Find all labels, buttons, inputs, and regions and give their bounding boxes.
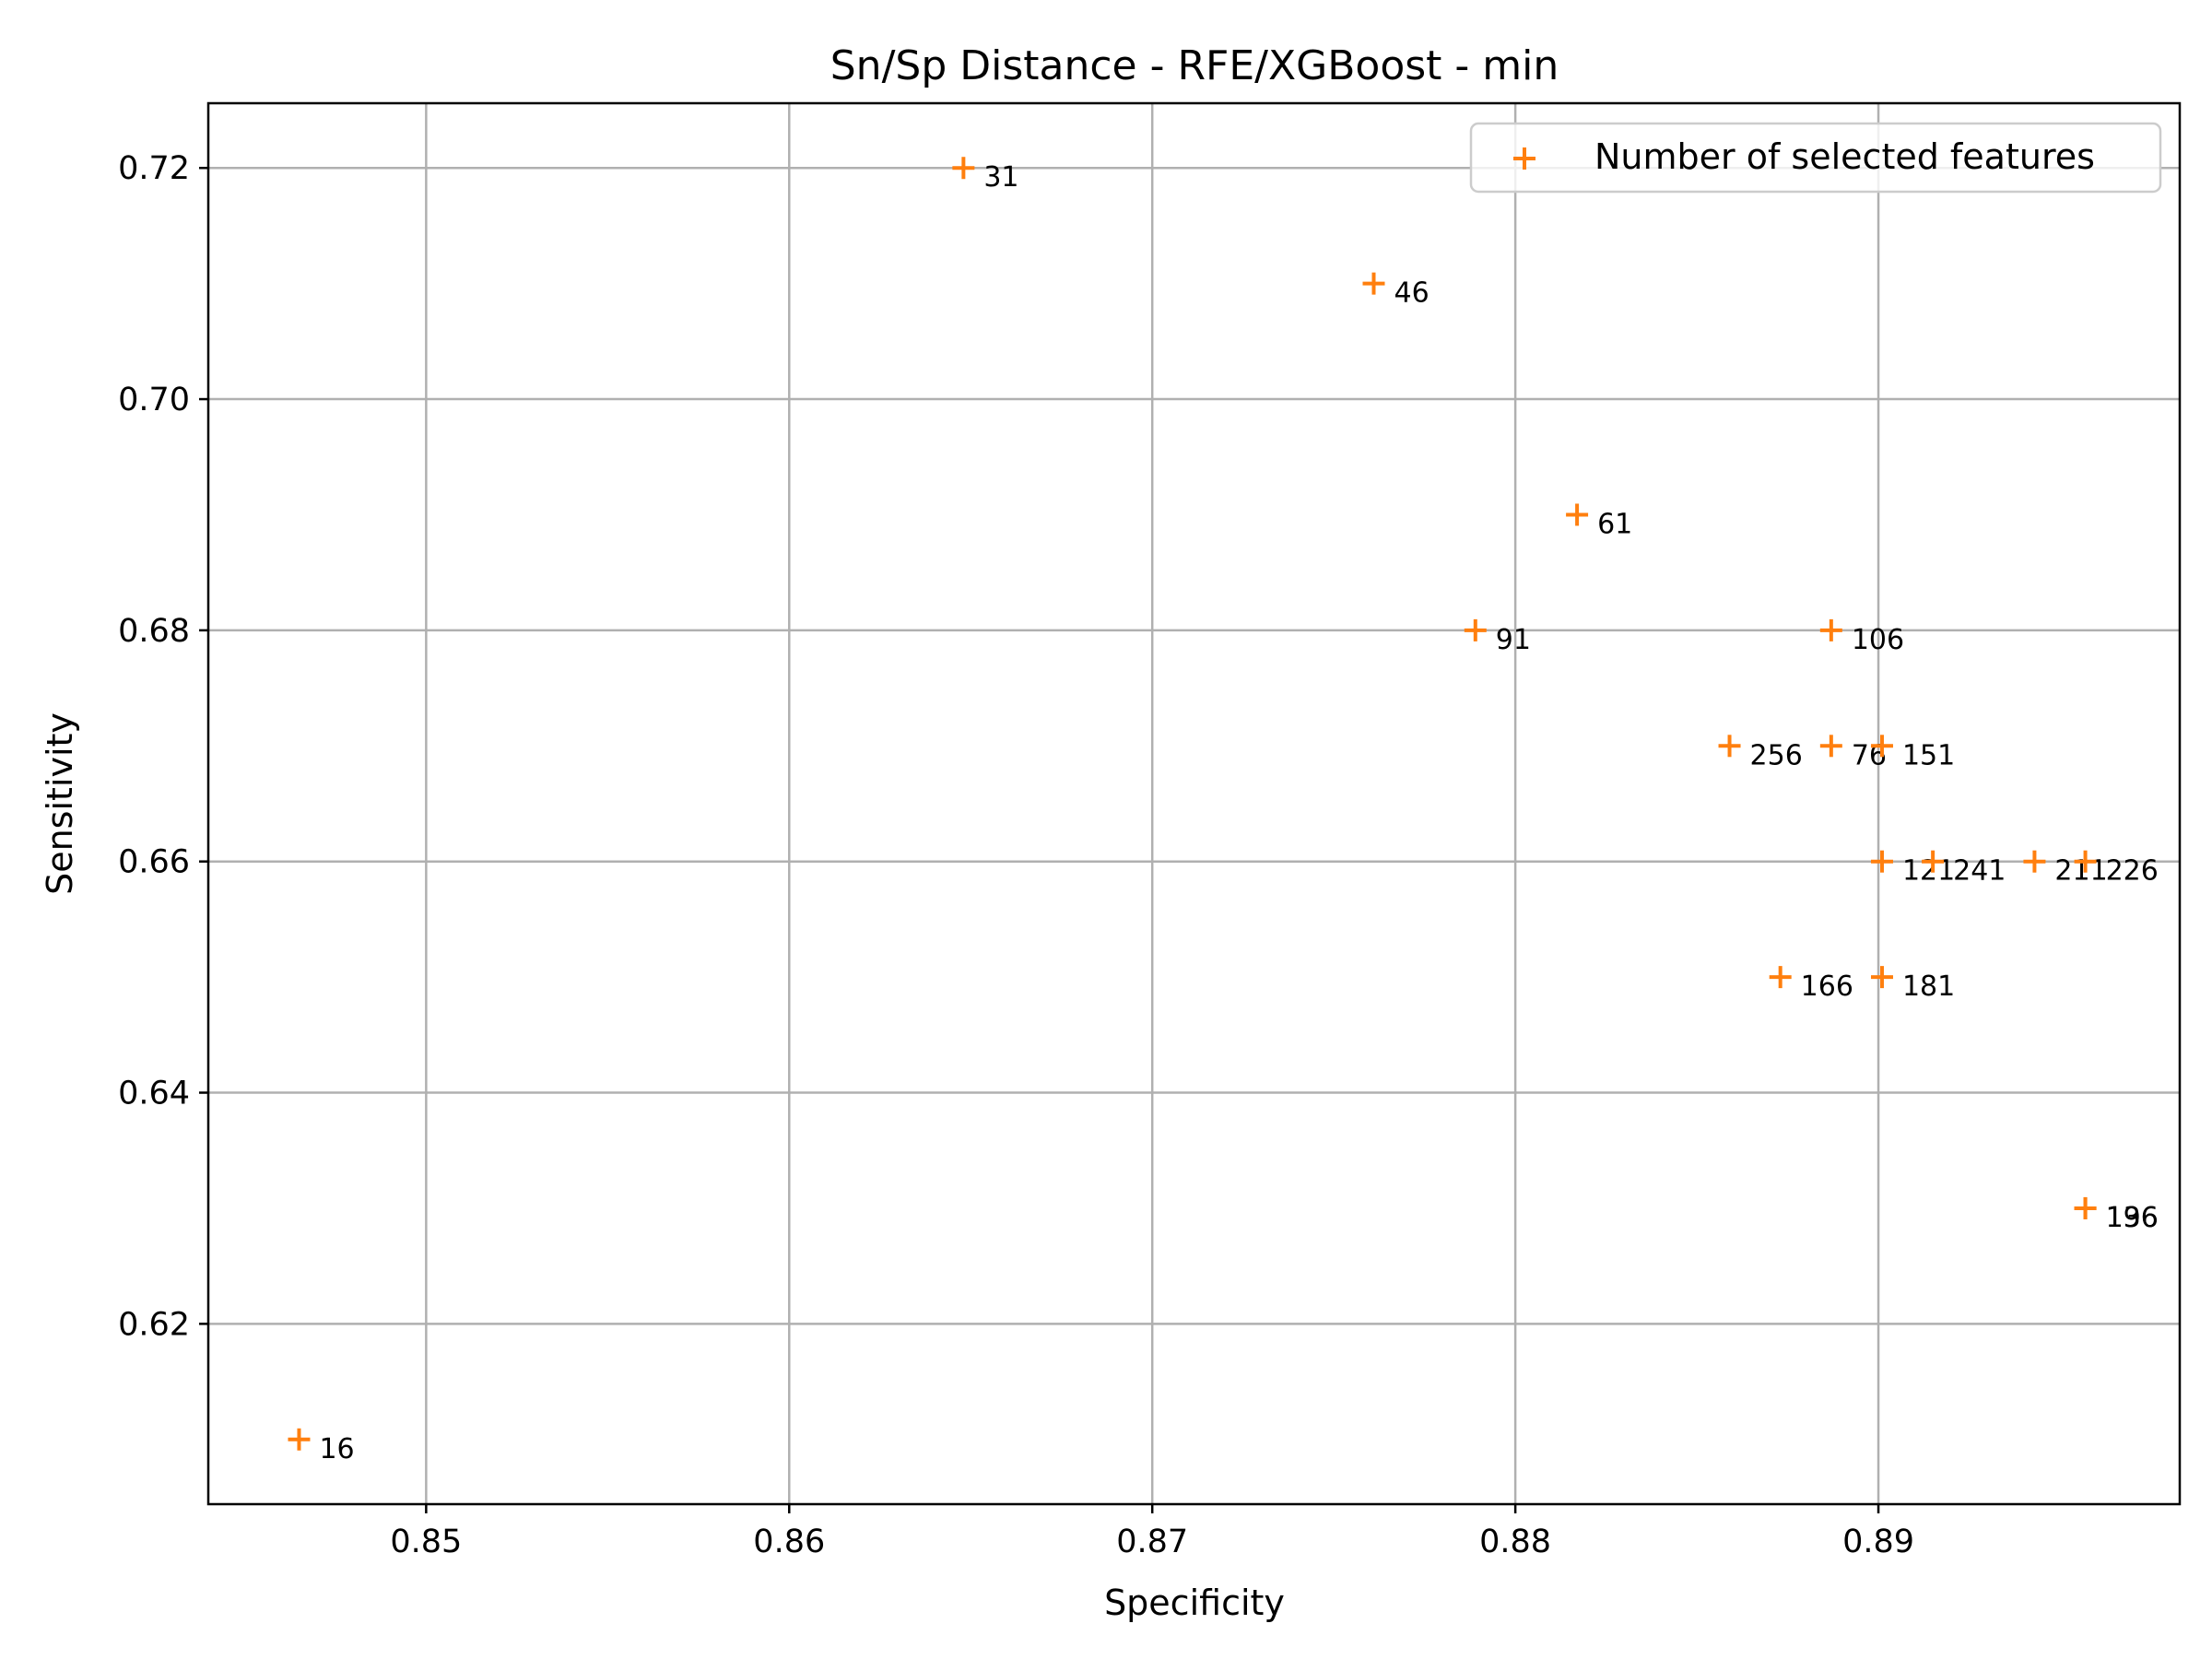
data-point [952,157,975,180]
y-tick-label: 0.66 [118,844,190,881]
x-tick-label: 0.87 [1116,1524,1188,1560]
point-label: 16 [319,1433,354,1465]
data-point [1922,850,1945,873]
point-label: 196 [2106,1202,2159,1234]
y-tick-label: 0.70 [118,382,190,418]
y-tick-label: 0.62 [118,1306,190,1343]
point-label: 226 [2106,855,2159,888]
point-label: 151 [1902,739,1955,771]
point-label: 241 [1953,855,2006,888]
legend-marker [1513,147,1535,170]
data-point [288,1428,311,1451]
y-axis-label: Sensitivity [40,712,80,895]
data-point [1362,272,1385,295]
data-point [1718,735,1741,758]
x-tick-label: 0.88 [1479,1524,1551,1560]
data-point [1464,618,1487,641]
chart-title: Sn/Sp Distance - RFE/XGBoost - min [830,42,1559,89]
y-tick-label: 0.68 [118,613,190,650]
point-label: 91 [1496,624,1531,656]
data-point [1566,503,1589,526]
data-point [1819,618,1842,641]
y-tick-label: 0.72 [118,150,190,187]
data-point [1870,966,1893,989]
data-point [2074,850,2097,873]
legend-box [1469,122,2162,194]
point-label: 106 [1852,624,1904,656]
x-tick-label: 0.89 [1842,1524,1914,1560]
plot-frame [206,101,2182,1506]
point-label: 166 [1801,971,1853,1003]
axis-ticks: 0.85 0.86 0.87 0.88 0.89 0.62 0.64 0.66 0.68 0.70… [118,150,1914,1560]
point-label: 46 [1394,277,1429,310]
data-point [1819,735,1842,758]
legend-label: Number of selected features [1594,136,2095,177]
data-point [1870,850,1893,873]
data-point [2023,850,2046,873]
point-label: 181 [1902,971,1955,1003]
data-point [2074,1196,2097,1219]
data-point [1870,735,1893,758]
data-point [1769,966,1792,989]
point-label: 31 [983,161,1018,194]
legend: Number of selected features [1469,122,2162,194]
plot-area [208,103,2180,1504]
point-label: 256 [1750,739,1803,771]
point-label: 61 [1597,508,1632,540]
x-tick-label: 0.86 [753,1524,825,1560]
y-tick-label: 0.64 [118,1076,190,1112]
point-label: 136 [2106,1202,2159,1234]
x-tick-label: 0.85 [390,1524,462,1560]
x-axis-label: Specificity [1104,1583,1285,1623]
